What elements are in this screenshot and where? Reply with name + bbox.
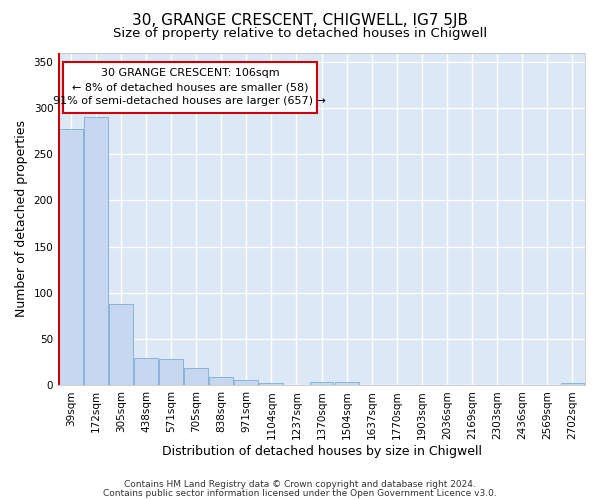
Text: Contains HM Land Registry data © Crown copyright and database right 2024.: Contains HM Land Registry data © Crown c…	[124, 480, 476, 489]
Bar	[209, 377, 233, 386]
Text: 30 GRANGE CRESCENT: 106sqm
← 8% of detached houses are smaller (58)
91% of semi-: 30 GRANGE CRESCENT: 106sqm ← 8% of detac…	[53, 68, 326, 106]
Bar	[235, 380, 258, 386]
Bar	[184, 368, 208, 386]
Bar	[109, 304, 133, 386]
Text: Contains public sector information licensed under the Open Government Licence v3: Contains public sector information licen…	[103, 488, 497, 498]
Text: Size of property relative to detached houses in Chigwell: Size of property relative to detached ho…	[113, 28, 487, 40]
Text: 30, GRANGE CRESCENT, CHIGWELL, IG7 5JB: 30, GRANGE CRESCENT, CHIGWELL, IG7 5JB	[132, 12, 468, 28]
Bar	[310, 382, 334, 386]
Bar	[134, 358, 158, 386]
Bar	[84, 117, 108, 386]
Bar	[259, 382, 283, 386]
Bar	[159, 358, 183, 386]
Bar	[59, 129, 83, 386]
Bar	[335, 382, 359, 386]
X-axis label: Distribution of detached houses by size in Chigwell: Distribution of detached houses by size …	[161, 444, 482, 458]
Y-axis label: Number of detached properties: Number of detached properties	[15, 120, 28, 318]
FancyBboxPatch shape	[63, 62, 317, 112]
Bar	[560, 382, 584, 386]
